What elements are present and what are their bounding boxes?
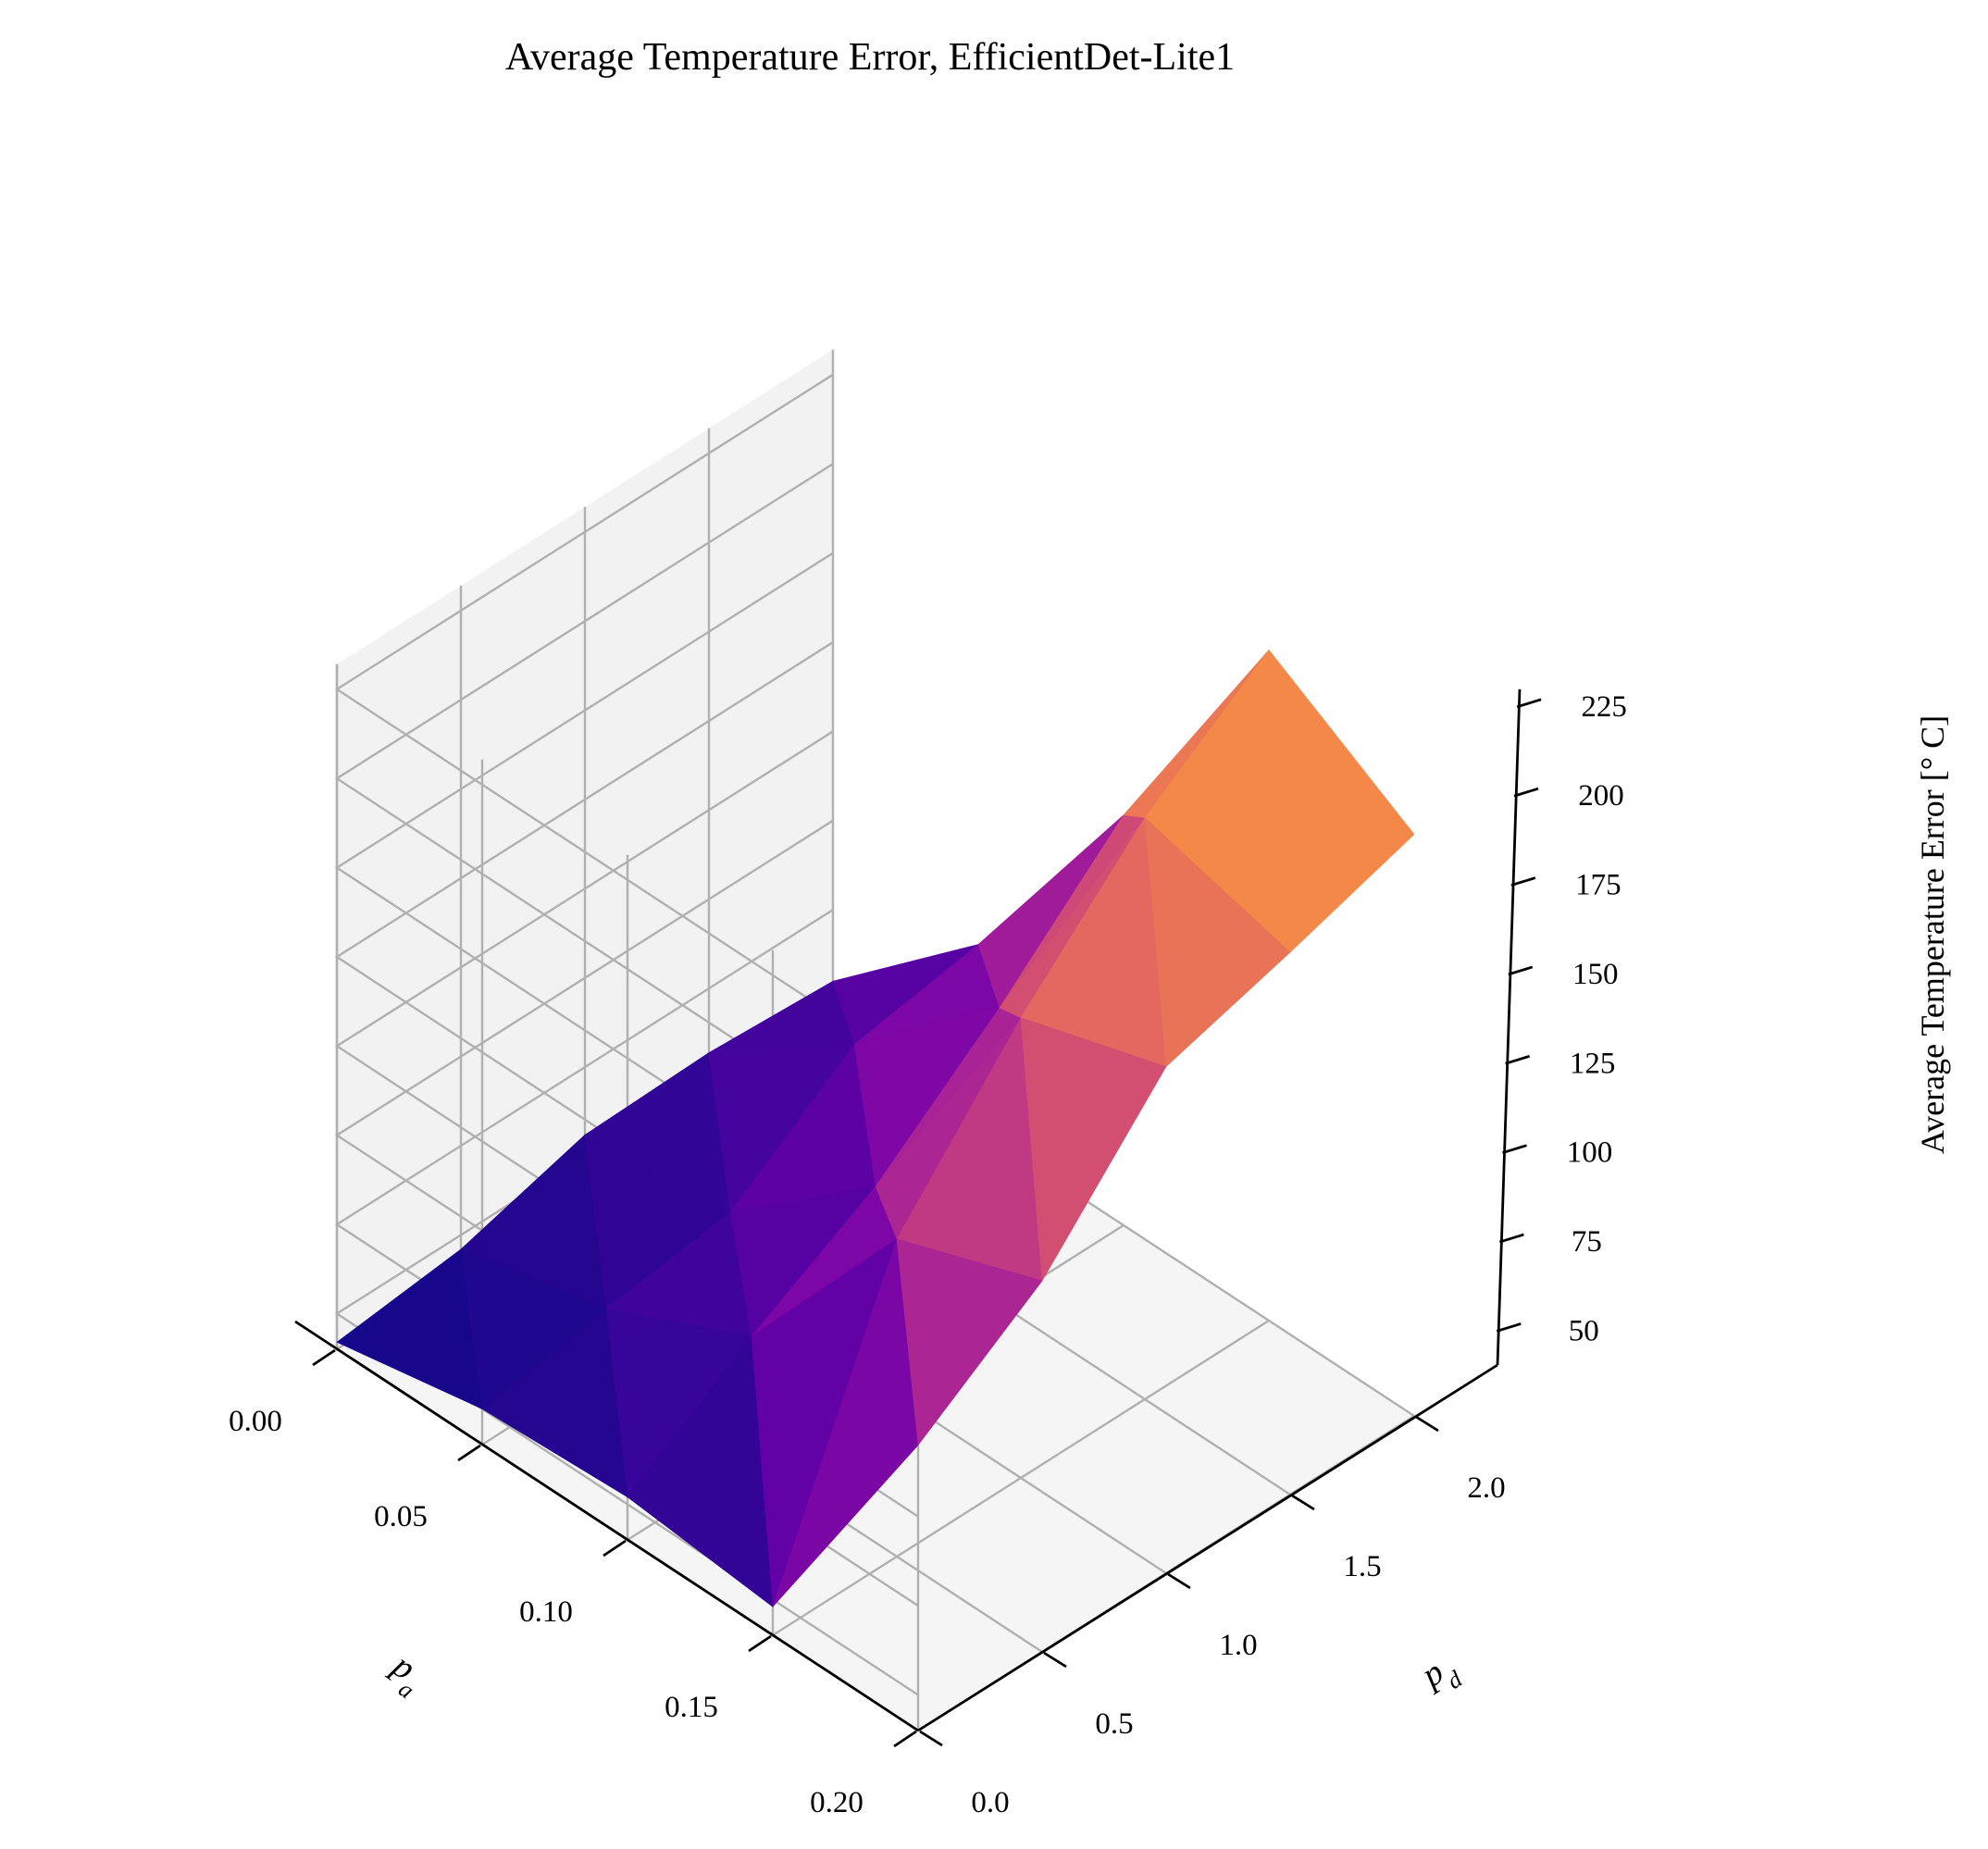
gridline-z: [334, 373, 919, 1072]
x-tick-mark: [457, 1444, 481, 1462]
z-tick-mark: [1505, 1054, 1531, 1065]
x-tick-mark: [312, 1348, 336, 1367]
x-tick-label: 0.05: [374, 1500, 428, 1533]
x-tick-mark: [748, 1634, 772, 1653]
y-axis-ticks: 0.0 0.5 1.0 1.5 2.0: [919, 1415, 1506, 1819]
z-axis-line: [1496, 689, 1522, 1366]
x-axis-line: [294, 1320, 919, 1732]
axis-lines: [294, 689, 1522, 1732]
x-axis-label: pa: [378, 1644, 432, 1704]
gridline-z: [334, 463, 919, 1161]
y-tick-label: 0.0: [971, 1786, 1009, 1819]
z-axis-ticks: 50 75 100 125 150 175 200 225: [1496, 690, 1627, 1347]
z-tick-label: 125: [1570, 1047, 1616, 1080]
z-axis-label: Average Temperature Error [° C]: [1914, 715, 1951, 1154]
y-tick-label: 0.5: [1095, 1707, 1133, 1741]
y-tick-mark: [1291, 1494, 1315, 1511]
x-axis-ticks: 0.00 0.05 0.10 0.15 0.20: [229, 1348, 917, 1819]
z-tick-mark: [1513, 787, 1539, 798]
x-tick-label: 0.00: [229, 1405, 282, 1438]
z-tick-label: 225: [1581, 690, 1627, 724]
z-tick-label: 50: [1569, 1314, 1599, 1347]
z-tick-label: 200: [1578, 779, 1624, 813]
y-tick-mark: [1415, 1415, 1439, 1433]
y-tick-label: 1.0: [1219, 1629, 1257, 1662]
z-tick-mark: [1516, 698, 1542, 709]
x-tick-label: 0.10: [519, 1595, 573, 1629]
chart-title: Average Temperature Error, EfficientDet-…: [505, 36, 1235, 79]
z-tick-mark: [1502, 1144, 1527, 1155]
z-tick-label: 100: [1567, 1136, 1613, 1170]
z-tick-label: 75: [1572, 1225, 1602, 1259]
y-axis-line: [917, 1363, 1498, 1732]
y-axis-label: pd: [1412, 1645, 1467, 1705]
surface-facet: [1144, 816, 1291, 1068]
z-tick-label: 175: [1575, 869, 1621, 902]
y-tick-mark: [1043, 1651, 1067, 1669]
x-tick-mark: [893, 1730, 917, 1748]
y-tick-label: 1.5: [1343, 1550, 1381, 1583]
z-tick-mark: [1496, 1322, 1522, 1333]
surface-facet: [896, 1238, 1043, 1446]
y-tick-mark: [1167, 1572, 1191, 1590]
z-tick-mark: [1498, 1233, 1524, 1244]
x-tick-mark: [603, 1539, 627, 1557]
y-tick-label: 2.0: [1467, 1471, 1505, 1505]
z-tick-label: 150: [1572, 958, 1619, 991]
x-tick-label: 0.20: [810, 1786, 864, 1819]
x-tick-label: 0.15: [665, 1691, 718, 1724]
z-tick-mark: [1508, 965, 1534, 976]
z-tick-mark: [1510, 876, 1536, 887]
surface-facet: [1268, 649, 1415, 953]
surface-facet: [1020, 1017, 1167, 1283]
y-tick-mark: [919, 1730, 943, 1747]
surface-plot: [336, 649, 1415, 1607]
